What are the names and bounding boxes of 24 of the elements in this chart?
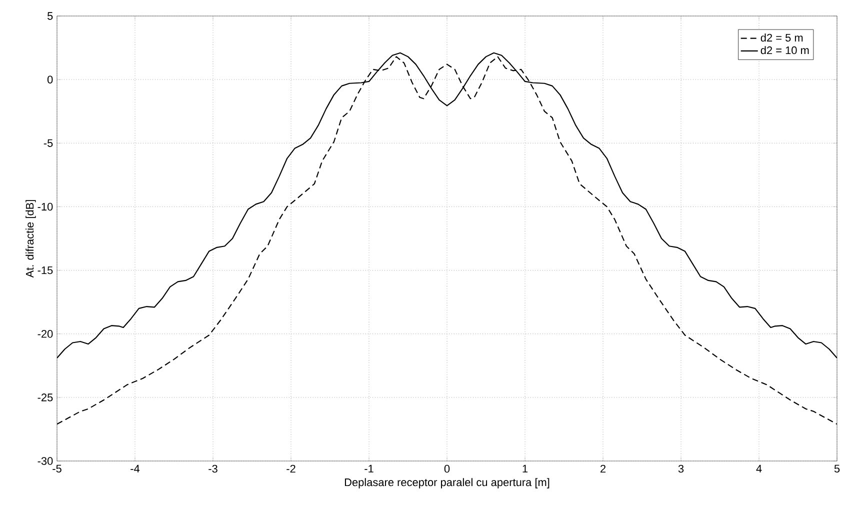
x-tick-label: 1 (522, 464, 528, 472)
y-tick-label: 5 (47, 12, 53, 20)
x-tick-label: -1 (364, 464, 374, 472)
x-tick-label: 0 (444, 464, 450, 473)
x-axis-title: Deplasare receptor paralel cu apertura [m] (344, 478, 550, 488)
y-tick-label: -30 (38, 457, 53, 465)
y-axis-title: At. difractie [dB] (26, 200, 36, 278)
y-tick-label: -5 (44, 139, 53, 147)
y-tick-label: -20 (38, 330, 53, 338)
y-tick-label: 0 (47, 76, 53, 84)
y-tick-label: -10 (38, 202, 53, 211)
x-tick-label: 2 (600, 464, 606, 473)
x-tick-label: -5 (52, 464, 62, 472)
x-tick-label: -4 (130, 464, 140, 472)
x-tick-label: 4 (756, 464, 762, 472)
x-tick-label: -3 (208, 464, 218, 473)
legend-label: d2 = 5 m (760, 34, 803, 42)
x-tick-label: -2 (286, 464, 296, 473)
y-tick-label: -25 (38, 394, 53, 402)
legend-label: d2 = 10 m (760, 46, 809, 54)
y-tick-label: -15 (38, 266, 53, 274)
x-tick-label: 3 (678, 464, 684, 473)
line-series (57, 56, 838, 425)
x-tick-label: 5 (834, 464, 840, 472)
